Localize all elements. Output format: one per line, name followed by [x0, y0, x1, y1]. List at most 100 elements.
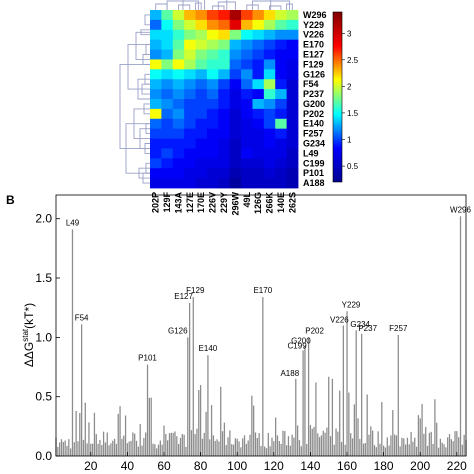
- bar: [167, 440, 169, 456]
- bar: [75, 410, 77, 456]
- bar: [170, 432, 172, 456]
- heatmap-cell: [229, 10, 242, 21]
- bar: [388, 445, 390, 456]
- heatmap-cell: [286, 39, 299, 50]
- bar: [280, 443, 282, 456]
- bar: [397, 334, 399, 456]
- heatmap-cell: [275, 29, 288, 41]
- heatmap-column-label: 226V: [208, 192, 218, 213]
- bar-annotation-label: E170: [253, 286, 272, 295]
- heatmap-cell: [206, 39, 219, 50]
- bar: [79, 413, 81, 456]
- bar: [225, 444, 227, 456]
- bar: [146, 364, 149, 456]
- y-tick-label: 0.0: [35, 449, 52, 463]
- bar: [60, 439, 63, 456]
- heatmap-cell: [150, 29, 162, 41]
- bar-annotation-label: F129: [186, 286, 205, 295]
- bar: [77, 441, 79, 456]
- heatmap-row-label: G200: [303, 99, 325, 109]
- heatmap-cell: [184, 39, 196, 50]
- heatmap-cell: [252, 128, 265, 139]
- colorbar-gradient: [332, 11, 343, 183]
- bar: [176, 436, 178, 456]
- heatmap-cell: [252, 168, 265, 179]
- bar: [231, 444, 233, 456]
- bar: [97, 443, 99, 456]
- bar: [432, 443, 434, 456]
- bar: [364, 442, 366, 456]
- heatmap-cell: [172, 128, 185, 139]
- heatmap-cell: [241, 178, 253, 189]
- bar: [425, 426, 427, 456]
- bar: [291, 434, 293, 456]
- heatmap-cell: [263, 108, 276, 120]
- heatmap-cell: [275, 79, 288, 90]
- heatmap-cell: [161, 59, 174, 70]
- heatmap-cell: [161, 49, 174, 60]
- x-tick-label: 200: [410, 459, 430, 473]
- heatmap-row-label: P237: [303, 89, 324, 99]
- heatmap-cell: [286, 89, 299, 100]
- colorbar-tick-label: 1: [347, 136, 352, 145]
- heatmap-cell: [241, 138, 253, 149]
- bar: [254, 432, 257, 456]
- bar: [317, 433, 319, 456]
- bar-annotation-label: G200: [291, 337, 311, 346]
- y-axis-title-unit: (kT*): [22, 303, 36, 329]
- bar: [393, 434, 396, 456]
- heatmap-cell: [241, 118, 253, 130]
- heatmap-cell: [252, 49, 265, 60]
- bar: [110, 443, 112, 456]
- heatmap-cell: [172, 39, 185, 50]
- heatmap-cell: [229, 59, 242, 70]
- heatmap-cell: [286, 118, 299, 130]
- heatmap-cell: [286, 138, 299, 149]
- heatmap-cell: [150, 59, 162, 70]
- bar: [295, 378, 297, 456]
- heatmap-cell: [206, 19, 219, 31]
- heatmap-cell: [218, 99, 231, 110]
- bar: [414, 437, 416, 456]
- bar: [59, 442, 61, 456]
- bar: [368, 434, 370, 456]
- heatmap-cell: [150, 158, 162, 169]
- heatmap-cell: [241, 108, 253, 120]
- heatmap-cell: [172, 108, 185, 120]
- bar: [190, 430, 193, 456]
- bar: [218, 441, 220, 456]
- y-axis-title-sup: stat: [21, 328, 30, 342]
- bar: [154, 444, 156, 456]
- bar-annotation-label: G126: [168, 326, 188, 335]
- bar: [463, 434, 465, 456]
- bar: [456, 431, 458, 456]
- y-tick-label: 1.5: [35, 271, 52, 285]
- bar: [322, 430, 324, 456]
- bar: [351, 438, 354, 456]
- heatmap-cell: [195, 19, 208, 31]
- heatmap-column-label: 49L: [242, 192, 252, 208]
- bar: [329, 436, 332, 456]
- bar-annotation-label: G234: [350, 320, 370, 329]
- dendrogram-branch: [204, 0, 272, 10]
- heatmap-column-label: 140E: [276, 192, 286, 213]
- heatmap-cell: [286, 158, 299, 169]
- bar: [311, 428, 313, 456]
- bar: [309, 425, 312, 456]
- bar: [410, 431, 412, 456]
- heatmap-cell: [229, 108, 242, 120]
- heatmap-cell: [161, 108, 174, 120]
- heatmap-row-label: P202: [303, 109, 324, 119]
- heatmap-cell: [172, 79, 185, 90]
- heatmap-cell: [184, 49, 196, 60]
- heatmap-cell: [275, 49, 288, 60]
- bar: [199, 385, 202, 456]
- heatmap-cell: [206, 158, 219, 169]
- bar: [287, 436, 290, 456]
- bar: [99, 439, 101, 456]
- heatmap-cell: [161, 69, 174, 80]
- heatmap-cell: [206, 49, 219, 60]
- bar: [447, 437, 449, 456]
- heatmap-row-label: P101: [303, 168, 324, 178]
